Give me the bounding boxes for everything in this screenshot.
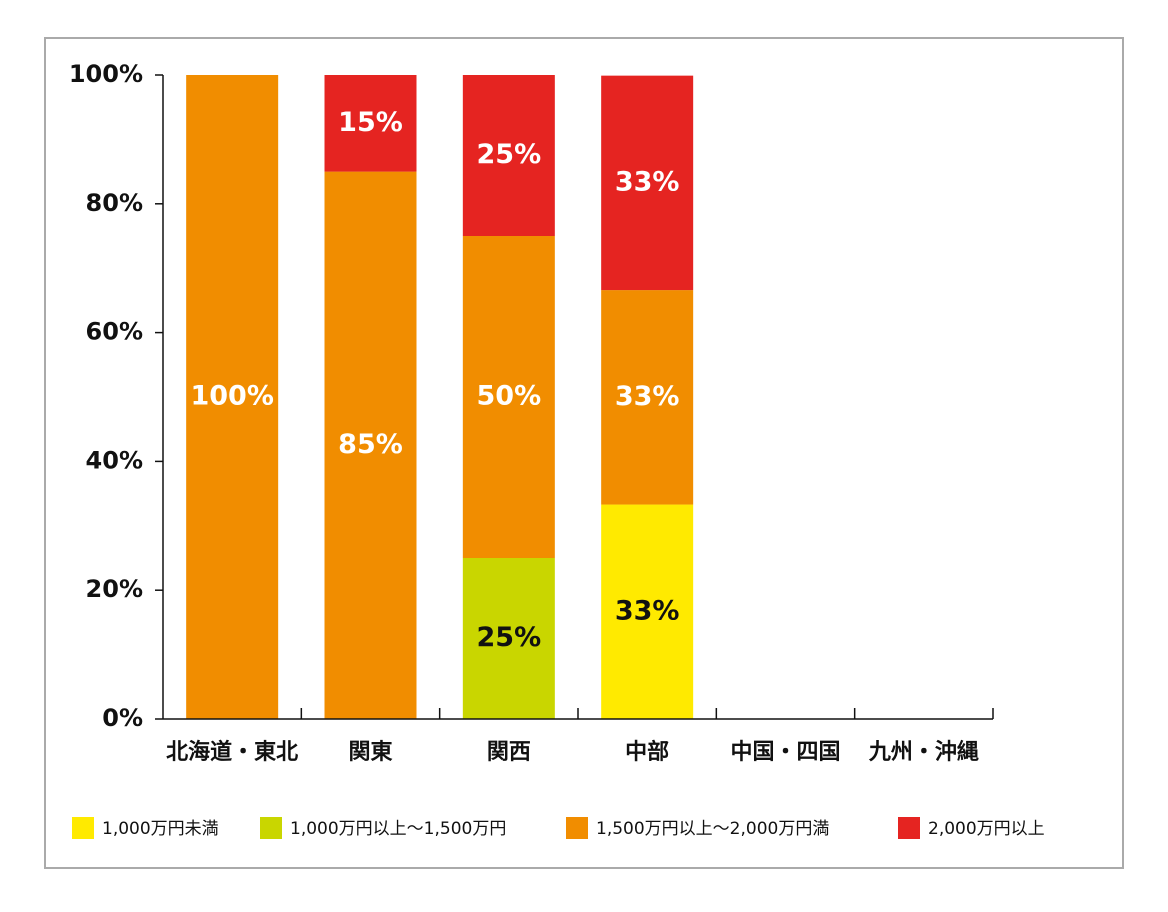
x-tick-label: 関西 xyxy=(487,740,531,765)
legend-swatch xyxy=(72,817,94,839)
bar-segment xyxy=(601,75,694,291)
legend-swatch xyxy=(898,817,920,839)
y-tick-label: 40% xyxy=(86,446,143,474)
value-label: 15% xyxy=(338,107,403,138)
x-tick-label: 北海道・東北 xyxy=(166,739,298,765)
legend-label: 1,500万円以上～2,000万円満 xyxy=(596,819,829,839)
y-tick-label: 0% xyxy=(102,704,143,732)
bar-segment xyxy=(462,558,555,719)
value-label: 100% xyxy=(190,381,273,412)
legend-swatch xyxy=(260,817,282,839)
value-label: 85% xyxy=(338,429,403,460)
bar-segment xyxy=(462,236,555,558)
legend-label: 1,000万円以上～1,500万円 xyxy=(290,819,506,839)
y-tick-label: 80% xyxy=(86,189,143,217)
x-tick-label: 関東 xyxy=(348,740,392,765)
x-tick-label: 九州・沖縄 xyxy=(868,740,979,765)
bar-segment xyxy=(324,171,417,720)
x-tick-label: 中部 xyxy=(625,739,669,765)
y-tick-label: 20% xyxy=(86,575,143,603)
x-tick-label: 中国・四国 xyxy=(730,740,840,765)
legend-label: 2,000万円以上 xyxy=(928,819,1045,839)
value-label: 33% xyxy=(615,595,680,626)
value-label: 33% xyxy=(615,381,680,412)
legend-swatch xyxy=(566,817,588,839)
value-label: 25% xyxy=(477,622,542,653)
y-tick-label: 60% xyxy=(86,318,143,346)
value-label: 25% xyxy=(477,139,542,170)
value-label: 33% xyxy=(615,166,680,197)
bar-segment xyxy=(186,75,279,719)
bar-segment xyxy=(601,504,694,719)
bar-segment xyxy=(324,75,417,172)
value-label: 50% xyxy=(477,381,542,412)
bar-segment xyxy=(601,290,694,505)
y-tick-label: 100% xyxy=(69,60,143,88)
legend-label: 1,000万円未満 xyxy=(102,819,219,839)
bar-segment xyxy=(462,75,555,236)
